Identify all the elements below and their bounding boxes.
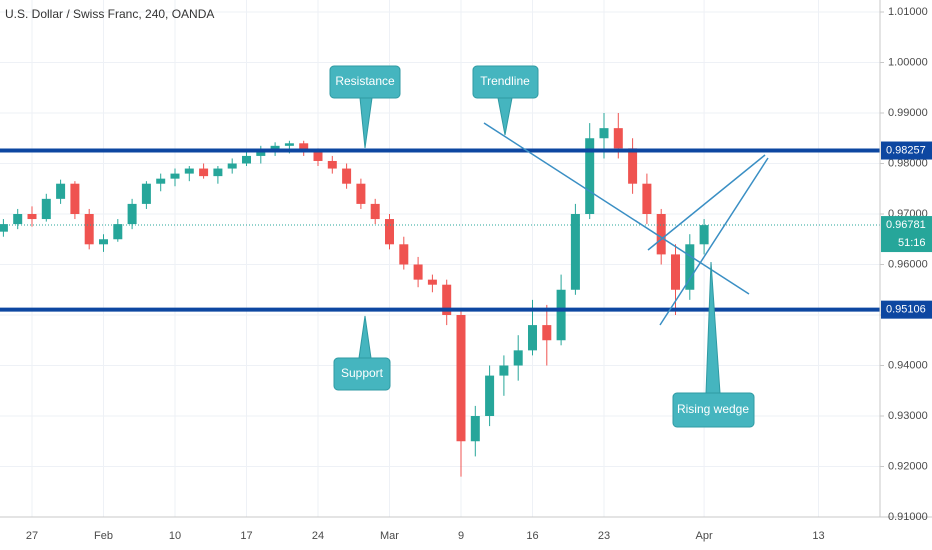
candle-body bbox=[385, 219, 394, 245]
x-tick-label: 9 bbox=[458, 530, 464, 542]
y-tick-label: 0.94000 bbox=[888, 359, 928, 371]
candle-body bbox=[685, 244, 695, 290]
y-tick-label: 0.96000 bbox=[888, 258, 928, 270]
candle-body bbox=[299, 143, 309, 151]
callout-text: Support bbox=[341, 366, 384, 380]
candle-body bbox=[599, 128, 609, 139]
x-tick-label: Feb bbox=[94, 530, 113, 542]
x-tick-label: Mar bbox=[380, 530, 399, 542]
y-tick-label: 1.01000 bbox=[888, 6, 928, 18]
y-tick-label: 0.92000 bbox=[888, 460, 928, 472]
last-price-box bbox=[881, 216, 932, 253]
candle-body bbox=[513, 350, 523, 366]
candle-body bbox=[0, 224, 8, 232]
callouts: Resistance Trendline Support Rising wedg… bbox=[329, 65, 755, 428]
x-tick-label: 23 bbox=[598, 530, 610, 542]
candle-body bbox=[327, 160, 337, 169]
candle-body bbox=[413, 264, 423, 280]
candle-body bbox=[270, 145, 280, 151]
candle-body bbox=[56, 183, 66, 199]
candle-body bbox=[556, 289, 566, 341]
callout-text: Resistance bbox=[335, 74, 395, 88]
x-tick-label: 13 bbox=[812, 530, 824, 542]
candle-body bbox=[199, 168, 209, 177]
x-tick-label: 16 bbox=[526, 530, 538, 542]
wedge-line bbox=[647, 154, 766, 251]
candle-body bbox=[470, 416, 480, 442]
candle-body bbox=[356, 183, 366, 204]
candle-body bbox=[699, 225, 709, 245]
candle-body bbox=[427, 279, 437, 285]
y-tick-label: 0.98000 bbox=[888, 157, 928, 169]
candle-body bbox=[84, 214, 94, 245]
candle-body bbox=[170, 173, 180, 179]
candle-body bbox=[656, 214, 666, 255]
candle-body bbox=[499, 365, 509, 376]
candle-body bbox=[671, 254, 680, 290]
candle-body bbox=[485, 375, 495, 416]
wedge-line bbox=[659, 157, 769, 326]
candle-body bbox=[184, 168, 194, 174]
candle-body bbox=[242, 155, 251, 164]
countdown: 51:16 bbox=[898, 237, 926, 249]
x-tick-label: 10 bbox=[169, 530, 181, 542]
level-label-box bbox=[881, 300, 932, 319]
candle-body bbox=[585, 138, 595, 214]
trendline bbox=[483, 122, 750, 295]
candle-body bbox=[399, 244, 409, 265]
callout-box bbox=[329, 65, 401, 99]
x-tick-label: 17 bbox=[240, 530, 252, 542]
y-tick-label: 0.99000 bbox=[888, 107, 928, 119]
candle-body bbox=[141, 183, 151, 204]
candle-body bbox=[127, 203, 137, 225]
candle-body bbox=[342, 168, 352, 184]
candle-body bbox=[227, 163, 237, 169]
drawings bbox=[483, 122, 769, 326]
candle-body bbox=[613, 128, 623, 149]
candle-body bbox=[213, 168, 223, 177]
candle-body bbox=[570, 214, 580, 290]
candle-body bbox=[70, 183, 80, 214]
candle-body bbox=[256, 150, 266, 156]
chart-title: U.S. Dollar / Swiss Franc, 240, OANDA bbox=[5, 7, 214, 21]
axes: 1.010001.000000.990000.980000.970000.960… bbox=[26, 6, 932, 542]
y-tick-label: 1.00000 bbox=[888, 56, 928, 68]
candle-body bbox=[99, 239, 108, 245]
candle-body bbox=[113, 224, 123, 240]
candle-body bbox=[156, 178, 166, 184]
x-tick-label: 24 bbox=[312, 530, 324, 542]
candle-body bbox=[456, 315, 466, 442]
callout-box bbox=[672, 392, 755, 428]
levels bbox=[0, 148, 880, 312]
level-label-box bbox=[881, 141, 932, 160]
candle-body bbox=[542, 325, 552, 341]
candle-body bbox=[41, 198, 51, 220]
candle-body bbox=[642, 183, 652, 214]
callout-box bbox=[333, 357, 391, 391]
callout-text: Rising wedge bbox=[677, 402, 749, 416]
candle-body bbox=[442, 284, 452, 315]
y-tick-label: 0.93000 bbox=[888, 410, 928, 422]
candle-body bbox=[27, 214, 37, 220]
callout-text: Trendline bbox=[480, 74, 530, 88]
x-tick-label: Apr bbox=[696, 530, 713, 542]
level-label: 0.98257 bbox=[886, 144, 926, 156]
candle-body bbox=[370, 203, 380, 220]
callout-box bbox=[472, 65, 539, 99]
candle-body bbox=[284, 143, 294, 146]
y-tick-label: 0.91000 bbox=[888, 511, 928, 523]
candle-body bbox=[13, 214, 23, 225]
x-tick-label: 27 bbox=[26, 530, 38, 542]
candle-body bbox=[628, 148, 638, 184]
last-price-label: 0.96781 bbox=[886, 219, 926, 231]
level-label: 0.95106 bbox=[886, 304, 926, 316]
candle-body bbox=[313, 150, 323, 161]
candle-body bbox=[528, 325, 537, 351]
